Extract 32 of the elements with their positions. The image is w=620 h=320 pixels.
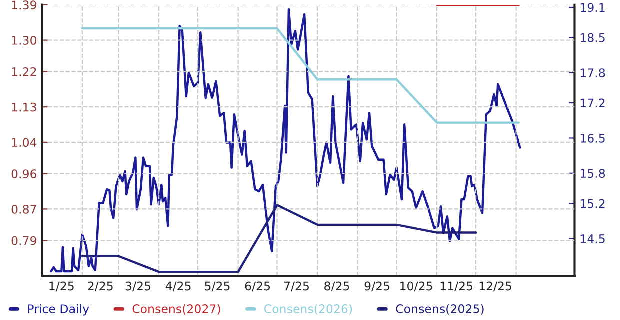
y2-tick-label: 15.2 — [580, 199, 605, 208]
x-tick-label: 11/25 — [440, 282, 473, 292]
y-tick-label: 0.96 — [12, 170, 37, 179]
y2-tick-label: 19.1 — [580, 3, 605, 12]
x-tick-label: 7/25 — [284, 282, 309, 292]
x-tick-label: 6/25 — [245, 282, 270, 292]
legend-label: Price Daily — [28, 304, 90, 316]
y2-tick-label: 15.8 — [580, 169, 606, 178]
y2-tick-label: 16.5 — [580, 134, 605, 143]
x-tick-label: 1/25 — [50, 282, 74, 292]
legend-label: Consens(2025) — [396, 304, 484, 315]
y-tick-label: 1.13 — [12, 102, 36, 112]
y-tick-label: 1.04 — [12, 138, 37, 148]
legend-label: Consens(2027) — [132, 304, 220, 315]
x-tick-label: 5/25 — [205, 282, 230, 292]
y2-tick-label: 14.5 — [580, 234, 605, 244]
y-tick-label: 0.79 — [12, 236, 36, 246]
x-tick-label: 10/25 — [400, 282, 432, 292]
x-tick-label: 9/25 — [364, 282, 390, 292]
y2-tick-label: 17.2 — [580, 98, 605, 108]
y2-tick-label: 17.8 — [580, 68, 606, 78]
y2-tick-label: 18.5 — [580, 33, 605, 42]
x-tick-label: 8/25 — [324, 282, 350, 292]
y-tick-label: 1.39 — [12, 0, 36, 10]
x-tick-label: 12/25 — [480, 282, 512, 292]
y-tick-label: 0.87 — [12, 204, 36, 214]
legend-label: Consens(2026) — [264, 304, 352, 315]
x-tick-label: 4/25 — [166, 282, 191, 292]
y-tick-label: 1.22 — [12, 67, 36, 76]
x-tick-label: 3/25 — [126, 282, 151, 292]
y-tick-label: 1.30 — [12, 36, 37, 45]
x-tick-label: 2/25 — [88, 282, 113, 292]
